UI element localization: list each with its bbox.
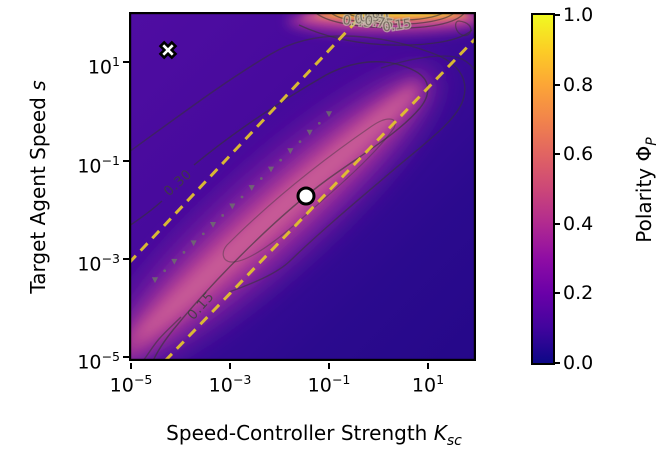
y-tick-label: 101: [87, 54, 120, 79]
ridge-triangle-marker: [267, 166, 275, 173]
colorbar-tick-label: 0.2: [563, 282, 594, 304]
ridge-triangle-marker: [306, 129, 313, 136]
x-tick: [328, 363, 330, 369]
ridge-triangle-marker: [287, 148, 294, 154]
heatmap-svg: 0.450.600.900.750.150.300.15: [129, 12, 476, 361]
contour-line: [142, 316, 182, 361]
ridge-dot-marker: [221, 214, 225, 217]
ridge-triangle-marker: [248, 185, 255, 191]
ridge-dot-marker: [317, 121, 321, 125]
colorbar-tick: [555, 84, 560, 86]
y-tick: [123, 258, 129, 260]
ridge-dot-marker: [259, 177, 263, 180]
x-marker: [158, 40, 178, 60]
contour-label-overlapping: 0.75: [364, 14, 395, 33]
ridge-dot-marker: [163, 269, 167, 273]
y-tick: [123, 160, 129, 162]
contour-line: [222, 118, 396, 263]
colorbar-tick-label: 0.4: [563, 213, 594, 235]
x-tick-label: 101: [411, 372, 445, 397]
contour-label-overlapping: 0.15: [382, 17, 413, 36]
contour-line: [314, 12, 466, 29]
colorbar-tick: [555, 362, 560, 364]
colorbar-tick: [555, 292, 560, 294]
ridge-dot-marker: [298, 140, 302, 144]
dashed-guide-line: [129, 12, 367, 265]
ridge-triangle-marker: [190, 240, 197, 247]
colorbar-tick-label: 0.0: [563, 352, 594, 374]
ridge-triangle-marker: [151, 277, 159, 284]
y-axis-label: Target Agent Speed s: [26, 80, 50, 294]
contour-line: [454, 20, 472, 37]
colorbar-tick-label: 1.0: [563, 4, 594, 26]
plot-frame: [129, 12, 476, 361]
contour-line: [129, 200, 163, 227]
ridge-triangle-marker: [171, 258, 178, 265]
contour-line: [298, 24, 473, 46]
colorbar-tick: [555, 153, 560, 155]
ridge-triangle-marker: [229, 203, 236, 210]
colorbar-label: Polarity ΦP: [632, 137, 660, 243]
x-tick: [427, 363, 429, 369]
x-tick-label: 10−1: [307, 372, 351, 397]
y-tick-label: 10−3: [77, 251, 120, 276]
contour-line: [129, 35, 466, 293]
colorbar: [531, 13, 555, 365]
colorbar-tick: [555, 223, 560, 225]
contour-label-overlapping: 0.45: [342, 13, 372, 31]
colorbar-tick-label: 0.6: [563, 143, 594, 165]
dashed-guide-line: [163, 36, 476, 361]
ridge-triangle-marker: [209, 221, 217, 228]
contour-label-overlapping: 0.60: [354, 12, 384, 28]
ridge-triangle-marker: [325, 111, 333, 118]
y-tick-label: 10−1: [77, 153, 120, 178]
x-tick: [229, 363, 231, 369]
plot-area: 0.45 0.60 0.90 0.75 0.15 0.30 0.15: [129, 12, 476, 361]
ridge-dot-marker: [201, 232, 205, 236]
y-tick-label: 10−5: [77, 349, 120, 374]
ridge-dot-marker: [279, 158, 283, 162]
colorbar-tick: [555, 14, 560, 16]
contour-line: [380, 55, 476, 73]
contour-line: [343, 12, 446, 21]
ridge-dot-marker: [182, 250, 186, 254]
colorbar-tick-label: 0.8: [563, 74, 594, 96]
y-tick: [123, 356, 129, 358]
heatmap-blob: [137, 86, 417, 340]
x-tick-label: 10−3: [208, 372, 252, 397]
x-tick-label: 10−5: [109, 372, 153, 397]
x-tick: [130, 363, 132, 369]
ridge-dot-marker: [240, 195, 244, 199]
y-tick: [123, 61, 129, 63]
x-axis-label: Speed-Controller Strength Ksc: [166, 421, 462, 449]
contour-label-overlapping: 0.90: [360, 12, 389, 26]
contour-line: [329, 12, 456, 25]
circle-marker: [296, 186, 316, 206]
contour-line: [152, 61, 429, 361]
